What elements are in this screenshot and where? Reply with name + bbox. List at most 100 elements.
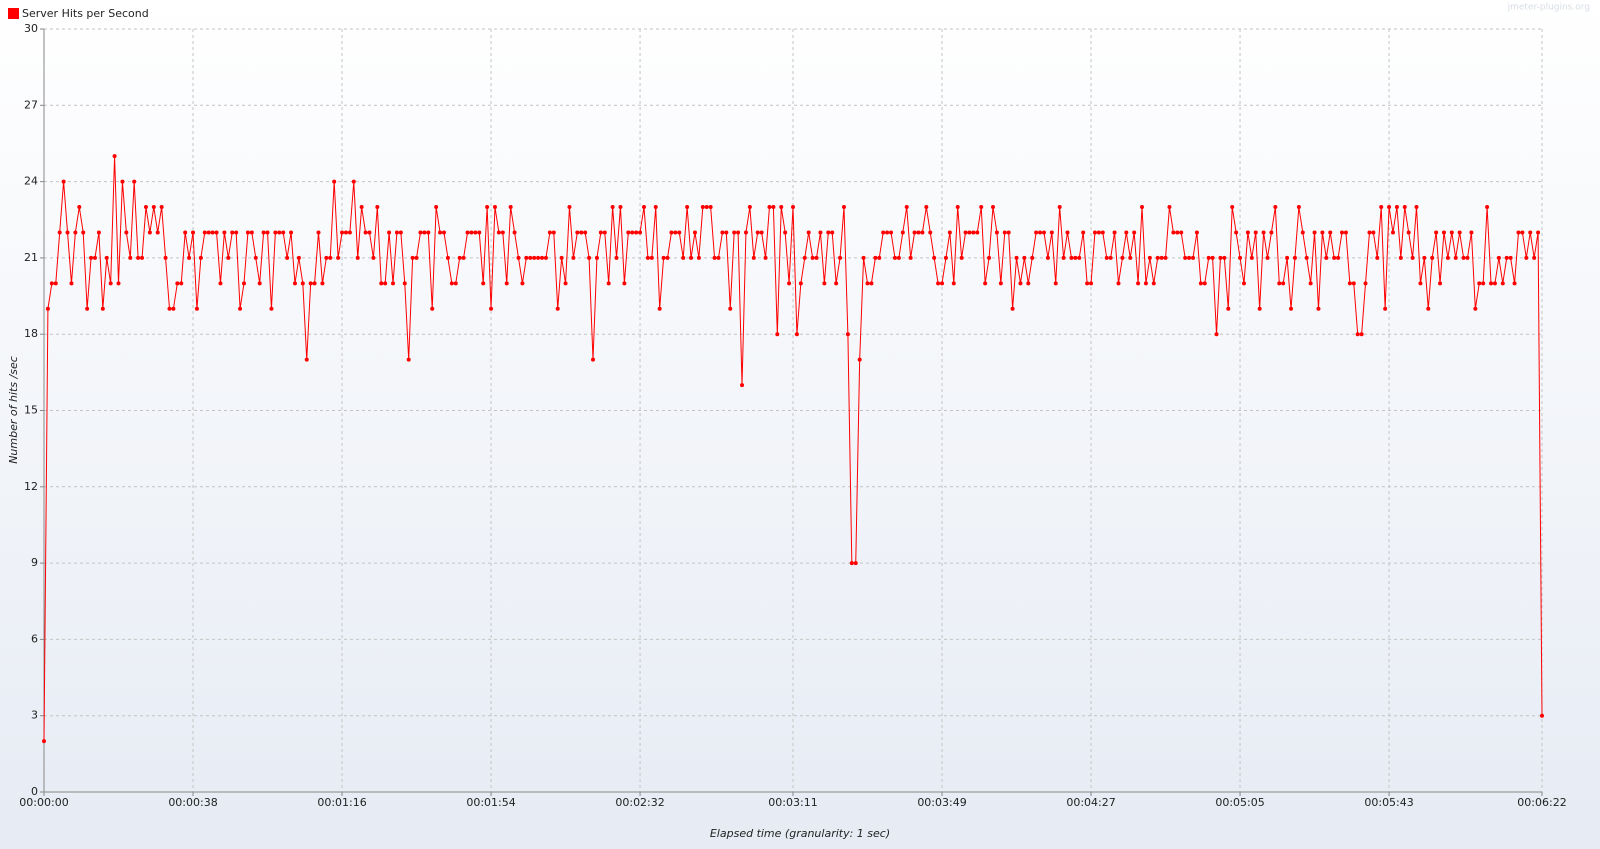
data-point	[908, 255, 913, 260]
data-point	[312, 281, 317, 286]
data-point	[1136, 281, 1141, 286]
data-point	[1347, 281, 1352, 286]
data-point	[967, 230, 972, 235]
data-point	[1124, 230, 1129, 235]
data-point	[1104, 255, 1109, 260]
data-point	[1363, 281, 1368, 286]
data-point	[394, 230, 399, 235]
y-tick-label: 9	[31, 556, 38, 569]
y-tick-label: 21	[24, 251, 38, 264]
data-point	[1187, 255, 1192, 260]
data-point	[1457, 230, 1462, 235]
data-point	[163, 255, 168, 260]
data-point	[1183, 255, 1188, 260]
x-axis-label: Elapsed time (granularity: 1 sec)	[710, 827, 890, 840]
data-point	[343, 230, 348, 235]
data-point	[61, 179, 66, 184]
data-point	[1359, 332, 1364, 337]
data-point	[783, 230, 788, 235]
data-point	[1089, 281, 1094, 286]
data-point	[453, 281, 458, 286]
data-point	[316, 230, 321, 235]
data-point	[214, 230, 219, 235]
data-point	[677, 230, 682, 235]
data-point	[69, 281, 74, 286]
data-point	[861, 255, 866, 260]
data-point	[1532, 255, 1537, 260]
data-point	[1414, 205, 1419, 210]
data-point	[245, 230, 250, 235]
x-tick-label: 00:04:27	[1066, 796, 1115, 809]
data-point	[791, 205, 795, 210]
data-point	[987, 255, 992, 260]
y-tick-label: 30	[24, 22, 38, 35]
data-point	[1218, 255, 1223, 260]
data-point	[140, 255, 145, 260]
data-point	[1100, 230, 1105, 235]
data-point	[1257, 306, 1262, 311]
data-point	[147, 230, 152, 235]
data-point	[1085, 281, 1090, 286]
data-point	[175, 281, 180, 286]
data-point	[136, 255, 141, 260]
data-point	[155, 230, 160, 235]
data-point	[653, 205, 658, 210]
data-point	[532, 255, 537, 260]
data-point	[1128, 255, 1133, 260]
data-point	[481, 281, 486, 286]
data-point	[708, 205, 713, 210]
data-point	[869, 281, 874, 286]
data-point	[477, 230, 482, 235]
data-point	[798, 281, 803, 286]
data-point	[1434, 230, 1439, 235]
y-tick-label: 6	[31, 632, 38, 645]
data-point	[959, 255, 964, 260]
data-point	[202, 230, 207, 235]
data-point	[1524, 255, 1529, 260]
data-point	[391, 281, 396, 286]
data-point	[457, 255, 462, 260]
data-point	[1289, 306, 1294, 311]
data-point	[96, 230, 101, 235]
data-point	[1034, 230, 1039, 235]
data-point	[269, 306, 274, 311]
data-point	[328, 255, 333, 260]
data-point	[1171, 230, 1176, 235]
data-point	[198, 255, 203, 260]
data-point	[806, 230, 811, 235]
data-point	[975, 230, 980, 235]
data-point	[1481, 281, 1486, 286]
data-point	[947, 230, 952, 235]
data-point	[606, 281, 611, 286]
data-point	[1324, 255, 1329, 260]
data-point	[834, 281, 839, 286]
data-point	[363, 230, 368, 235]
data-point	[665, 255, 670, 260]
data-point	[1190, 255, 1195, 260]
data-point	[551, 230, 556, 235]
data-point	[1210, 255, 1215, 260]
data-point	[990, 205, 995, 210]
data-point	[657, 306, 662, 311]
data-point	[1383, 306, 1388, 311]
data-point	[1375, 255, 1380, 260]
data-point	[575, 230, 580, 235]
data-point	[998, 281, 1003, 286]
data-point	[120, 179, 125, 184]
data-point	[1096, 230, 1101, 235]
data-point	[1512, 281, 1517, 286]
data-point	[932, 255, 937, 260]
data-point	[257, 281, 262, 286]
data-point	[1265, 255, 1270, 260]
data-point	[724, 230, 729, 235]
data-point	[92, 255, 97, 260]
data-point	[1387, 205, 1392, 210]
data-point	[1230, 205, 1235, 210]
data-point	[1540, 713, 1544, 718]
data-point	[877, 255, 882, 260]
data-point	[289, 230, 294, 235]
data-point	[132, 179, 137, 184]
legend-swatch	[8, 8, 19, 19]
data-point	[73, 230, 78, 235]
x-tick-label: 00:01:54	[466, 796, 515, 809]
